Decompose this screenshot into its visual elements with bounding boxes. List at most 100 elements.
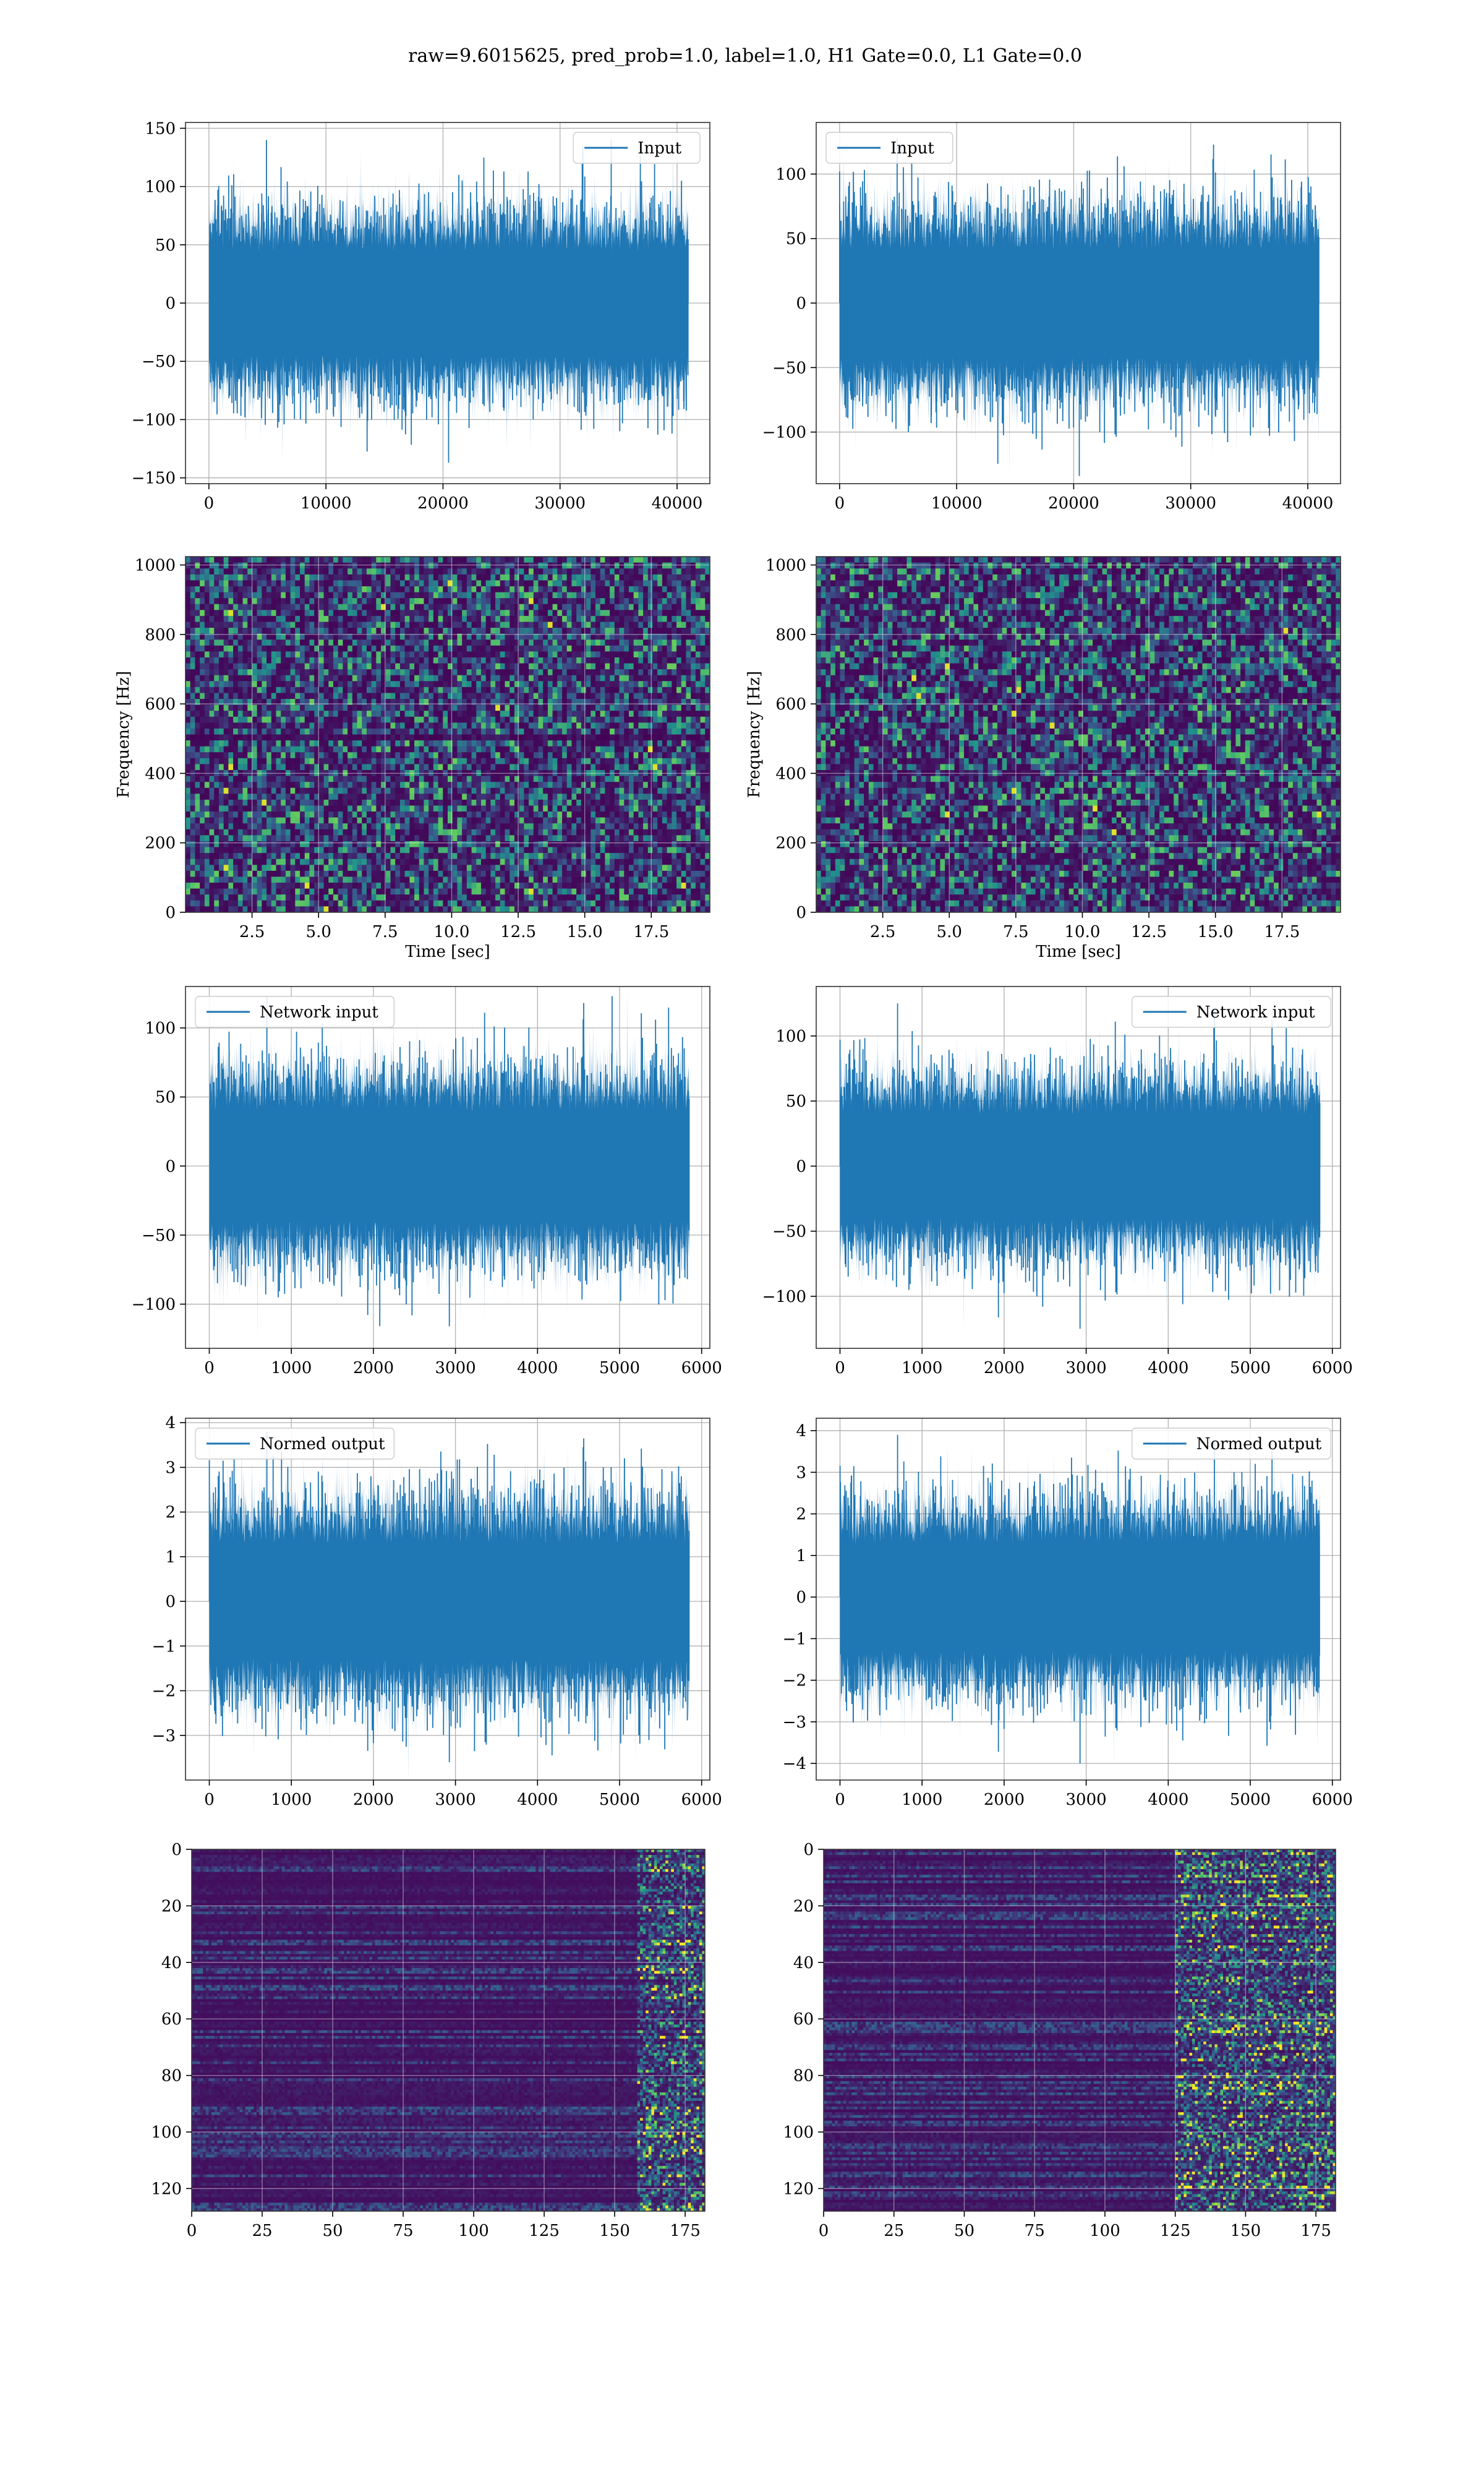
heatmap-cell <box>634 740 639 747</box>
heatmap-cell <box>538 580 543 586</box>
heatmap-cell <box>333 610 338 616</box>
heatmap-cell <box>638 722 643 729</box>
heatmap-cell <box>643 563 648 569</box>
heatmap-cell <box>476 752 481 758</box>
heatmap-cell <box>696 806 701 812</box>
heatmap-cell <box>305 788 310 794</box>
heatmap-cell <box>634 593 639 599</box>
heatmap-cell <box>490 669 495 675</box>
heatmap-cell <box>595 747 600 753</box>
heatmap-cell <box>238 568 243 575</box>
heatmap-cell <box>553 598 558 604</box>
heatmap-cell <box>390 557 395 563</box>
heatmap-cell <box>624 687 629 693</box>
heatmap-cell <box>395 722 400 729</box>
heatmap-cell <box>200 610 205 616</box>
heatmap-cell <box>414 598 419 604</box>
heatmap-cell <box>319 622 324 628</box>
heatmap-cell <box>257 646 262 652</box>
heatmap-cell <box>328 818 333 824</box>
heatmap-cell <box>333 586 338 593</box>
heatmap-cell <box>681 811 686 818</box>
heatmap-cell <box>681 788 686 794</box>
x-tick-label: 10000 <box>301 494 352 513</box>
heatmap-cell <box>500 729 505 735</box>
heatmap-cell <box>453 752 458 758</box>
heatmap-cell <box>409 776 414 782</box>
heatmap-cell <box>200 788 205 794</box>
heatmap-cell <box>481 788 486 794</box>
heatmap-cell <box>495 735 500 741</box>
heatmap-cell <box>243 776 248 782</box>
heatmap-cell <box>186 717 190 723</box>
heatmap-cell <box>701 557 706 563</box>
heatmap-cell <box>586 729 591 735</box>
heatmap-cell <box>333 563 338 569</box>
heatmap-cell <box>271 586 276 593</box>
heatmap-cell <box>271 811 276 818</box>
heatmap-cell <box>624 752 629 758</box>
heatmap-cell <box>691 794 696 800</box>
heatmap-cell <box>624 563 629 569</box>
heatmap-cell <box>667 782 672 788</box>
heatmap-cell <box>424 586 429 593</box>
heatmap-cell <box>376 711 381 717</box>
heatmap-cell <box>476 806 481 812</box>
heatmap-cell <box>472 651 477 657</box>
heatmap-cell <box>372 640 377 646</box>
heatmap-cell <box>281 764 286 770</box>
heatmap-cell <box>652 651 657 657</box>
heatmap-cell <box>472 788 477 794</box>
heatmap-cell <box>300 711 305 717</box>
heatmap-cell <box>581 568 586 575</box>
heatmap-cell <box>657 752 662 758</box>
heatmap-cell <box>467 563 472 569</box>
heatmap-cell <box>629 717 634 723</box>
heatmap-cell <box>252 722 257 729</box>
heatmap-cell <box>481 705 486 711</box>
x-tick-label: 20000 <box>1048 494 1099 513</box>
heatmap-cell <box>419 758 424 764</box>
heatmap-cell <box>472 616 477 622</box>
heatmap-cell <box>200 568 205 575</box>
heatmap-cell <box>462 616 467 622</box>
heatmap-cell <box>562 687 567 693</box>
heatmap-cell <box>257 711 262 717</box>
heatmap-cell <box>472 657 477 664</box>
heatmap-cell <box>395 752 400 758</box>
heatmap-cell <box>519 788 524 794</box>
heatmap-cell <box>343 818 348 824</box>
heatmap-cell <box>538 782 543 788</box>
heatmap-cell <box>490 729 495 735</box>
heatmap-cell <box>319 693 324 699</box>
heatmap-cell <box>372 794 377 800</box>
heatmap-cell <box>567 693 572 699</box>
heatmap-cell <box>300 818 305 824</box>
heatmap-cell <box>453 806 458 812</box>
heatmap-cell <box>233 711 238 717</box>
heatmap-cell <box>443 610 448 616</box>
heatmap-cell <box>295 651 300 657</box>
heatmap-cell <box>524 794 529 800</box>
heatmap-cell <box>286 586 291 593</box>
heatmap-cell <box>200 657 205 664</box>
heatmap-cell <box>357 764 362 770</box>
heatmap-cell <box>400 782 405 788</box>
heatmap-cell <box>686 735 691 741</box>
heatmap-cell <box>233 669 238 675</box>
heatmap-cell <box>481 610 486 616</box>
heatmap-cell <box>414 628 419 634</box>
heatmap-cell <box>305 758 310 764</box>
heatmap-cell <box>605 722 610 729</box>
heatmap-cell <box>548 711 553 717</box>
heatmap-cell <box>333 788 338 794</box>
heatmap-cell <box>228 593 233 599</box>
heatmap-cell <box>429 586 433 593</box>
heatmap-cell <box>462 758 467 764</box>
heatmap-cell <box>228 604 233 610</box>
heatmap-cell <box>252 800 257 806</box>
heatmap-cell <box>433 711 438 717</box>
heatmap-cell <box>443 722 448 729</box>
heatmap-cell <box>472 740 477 747</box>
heatmap-cell <box>676 557 681 563</box>
